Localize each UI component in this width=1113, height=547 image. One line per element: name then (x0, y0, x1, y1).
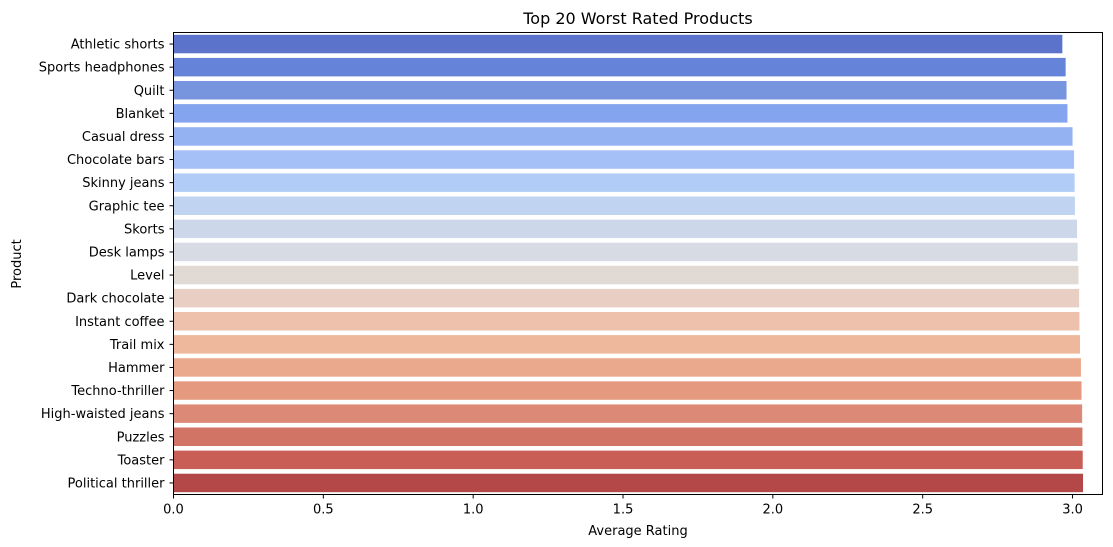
y-axis-label: Product (10, 239, 25, 288)
y-tick-label: Puzzles (117, 430, 165, 445)
y-tick-label: Chocolate bars (67, 153, 165, 168)
bar (173, 427, 1083, 446)
y-tick-label: Desk lamps (89, 245, 165, 260)
y-tick-label: Hammer (108, 361, 165, 376)
y-tick-label: Instant coffee (75, 315, 164, 330)
bar (173, 335, 1081, 354)
bar (173, 312, 1080, 331)
y-tick-label: Athletic shorts (71, 38, 165, 53)
y-tick-label: Sports headphones (39, 61, 165, 76)
y-tick-label: Graphic tee (89, 199, 165, 214)
x-axis-ticks: 0.0 0.5 1.0 1.5 2.0 2.5 3.0 (163, 494, 1083, 518)
bar (173, 219, 1078, 239)
y-tick-label: Trail mix (109, 338, 165, 353)
x-tick-label: 0.5 (313, 503, 334, 518)
bar (173, 57, 1066, 77)
y-tick-label: Quilt (134, 84, 165, 99)
x-tick-label: 2.0 (763, 503, 784, 518)
y-tick-label: Skinny jeans (82, 176, 165, 191)
plot-frame (173, 32, 1103, 495)
y-tick-label: Skorts (124, 222, 165, 237)
bar (173, 450, 1083, 470)
y-tick-label: Level (130, 269, 164, 284)
y-tick-label: Blanket (116, 107, 165, 122)
bars-layer (173, 34, 1084, 493)
bar (173, 173, 1075, 192)
x-tick-label: 3.0 (1062, 503, 1083, 518)
bar (173, 265, 1079, 285)
bar (173, 404, 1083, 423)
bar (173, 81, 1067, 100)
bar (173, 473, 1084, 493)
y-axis-ticks: Athletic shorts Sports headphones Quilt Bla… (39, 38, 174, 491)
bar (173, 242, 1078, 262)
y-tick-label: High-waisted jeans (41, 407, 165, 422)
y-tick-label: Techno-thriller (70, 384, 165, 399)
bar (173, 381, 1082, 400)
chart-title: Top 20 Worst Rated Products (522, 9, 753, 28)
y-tick-label: Toaster (117, 453, 166, 468)
bar (173, 150, 1075, 169)
x-tick-label: 1.5 (613, 503, 634, 518)
x-tick-label: 0.0 (163, 503, 184, 518)
bar (173, 358, 1081, 377)
bar (173, 127, 1073, 146)
y-tick-label: Political thriller (68, 476, 166, 491)
x-tick-label: 1.0 (463, 503, 484, 518)
bar (173, 104, 1068, 123)
bar (173, 34, 1063, 54)
y-tick-label: Dark chocolate (66, 292, 164, 307)
x-tick-label: 2.5 (912, 503, 933, 518)
bar (173, 196, 1075, 215)
x-axis-label: Average Rating (588, 524, 687, 539)
bar (173, 288, 1080, 308)
y-tick-label: Casual dress (82, 130, 165, 145)
